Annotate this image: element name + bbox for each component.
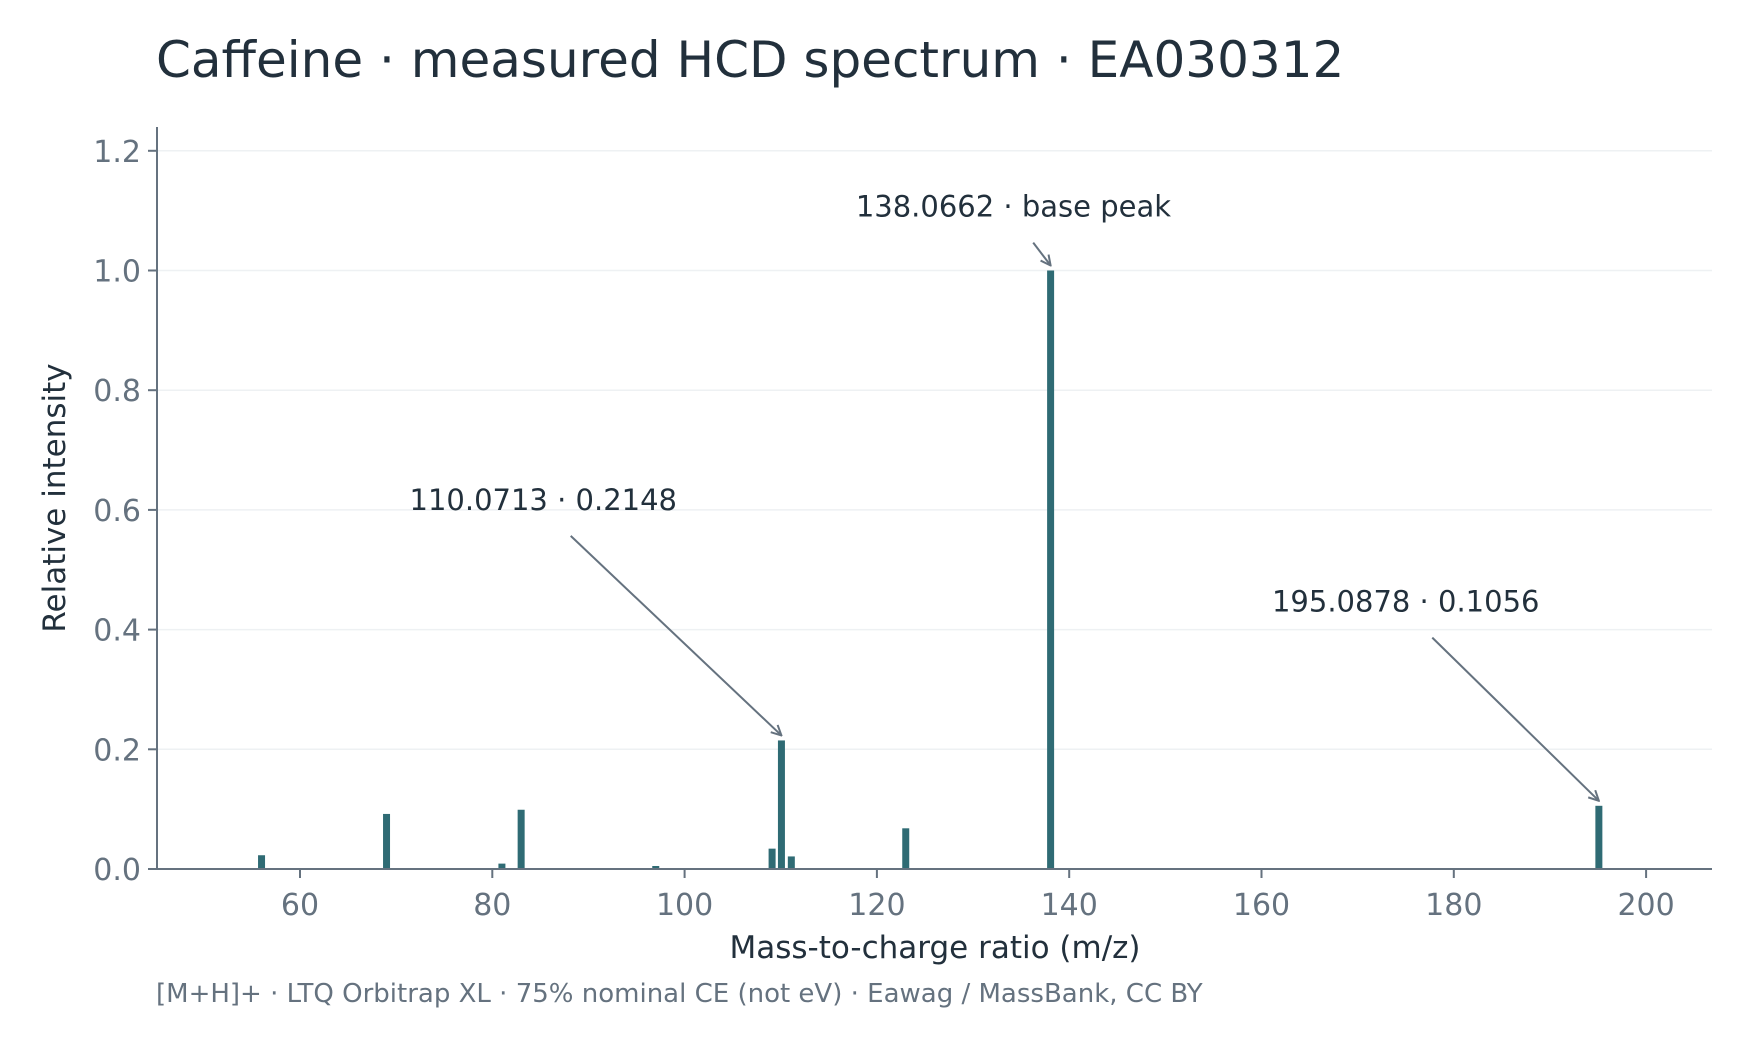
peak-bar-8 xyxy=(902,828,910,869)
peak-bar-6 xyxy=(777,740,785,869)
x-tick-label-4: 140 xyxy=(1041,888,1098,923)
peak-bar-9 xyxy=(1047,270,1055,869)
y-tick-label-5: 1.0 xyxy=(93,255,141,290)
peak-bar-7 xyxy=(787,856,795,869)
annotation-label-2: 195.0878 · 0.1056 xyxy=(1272,585,1540,619)
y-tick-label-6: 1.2 xyxy=(93,135,141,170)
y-tick-label-1: 0.2 xyxy=(93,733,141,768)
y-tick-label-3: 0.6 xyxy=(93,494,141,529)
peak-bar-4 xyxy=(652,866,660,869)
peak-bar-10 xyxy=(1595,805,1603,869)
x-tick-label-3: 120 xyxy=(848,888,905,923)
peak-bar-3 xyxy=(517,809,525,869)
x-axis-ticks: 60 80 100 120 140 160 180 200 xyxy=(281,869,1675,923)
x-axis-label: Mass-to-charge ratio (m/z) xyxy=(729,930,1140,966)
grid-lines xyxy=(157,150,1712,751)
x-tick-label-0: 60 xyxy=(281,888,319,923)
y-tick-label-0: 0.0 xyxy=(93,853,141,888)
x-tick-label-7: 200 xyxy=(1617,888,1674,923)
annotation-label-0: 110.0713 · 0.2148 xyxy=(410,483,678,517)
y-axis-label: Relative intensity xyxy=(37,363,73,632)
annotation-arrow-1 xyxy=(1032,242,1050,266)
y-tick-label-4: 0.8 xyxy=(93,374,141,409)
x-tick-label-2: 100 xyxy=(656,888,713,923)
footnote: [M+H]+ · LTQ Orbitrap XL · 75% nominal C… xyxy=(156,979,1203,1009)
peak-bar-2 xyxy=(498,863,506,869)
y-axis-ticks: 0.0 0.2 0.4 0.6 0.8 1.0 1.2 xyxy=(93,135,157,888)
annotation-arrow-0 xyxy=(570,535,782,736)
peak-bar-5 xyxy=(768,848,776,869)
x-tick-label-1: 80 xyxy=(473,888,511,923)
x-tick-label-5: 160 xyxy=(1233,888,1290,923)
peak-bar-1 xyxy=(383,813,391,869)
peak-annotations: 110.0713 · 0.2148 138.0662 · base peak 195… xyxy=(410,190,1599,801)
x-tick-label-6: 180 xyxy=(1425,888,1482,923)
annotation-label-1: 138.0662 · base peak xyxy=(856,190,1171,224)
peak-bars xyxy=(258,270,1603,869)
y-tick-label-2: 0.4 xyxy=(93,614,141,649)
peak-bar-0 xyxy=(258,855,266,869)
chart-title: Caffeine · measured HCD spectrum · EA030… xyxy=(156,31,1344,89)
annotation-arrow-2 xyxy=(1431,636,1599,801)
